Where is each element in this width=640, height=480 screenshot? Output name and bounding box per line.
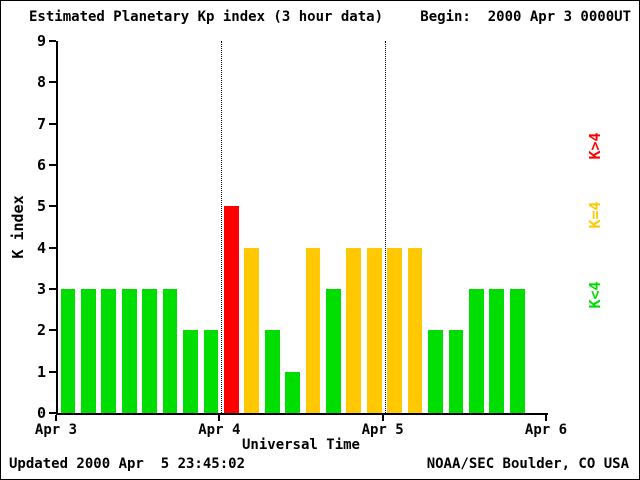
y-tick-label: 3 [36,280,46,298]
day-boundary-gridline [384,41,386,413]
kp-bar [346,247,362,413]
chart-title: Estimated Planetary Kp index (3 hour dat… [29,9,384,25]
y-tick-mark [49,122,56,125]
x-tick-label: Apr 6 [524,422,568,438]
plot-area [56,41,548,415]
kp-bar [366,247,382,413]
legend-k-lt-4: K<4 [586,281,604,309]
kp-bar [203,330,219,413]
x-tick-label: Apr 5 [361,422,404,438]
y-tick-mark [49,412,56,414]
y-tick-label: 0 [36,404,46,422]
kp-bar [468,289,484,413]
y-tick-mark [49,164,56,166]
kp-bar [285,371,300,413]
x-axis-label: Universal Time [241,437,360,453]
kp-bar [428,330,443,413]
y-tick-label: 5 [36,197,46,216]
kp-bar [60,289,76,413]
y-tick-label: 1 [36,362,46,381]
x-tick-label: Apr 4 [198,422,241,438]
y-tick-label: 6 [36,156,46,174]
x-tick-label: Apr 3 [34,422,78,438]
x-tick-mark [545,415,547,421]
credit-text: NOAA/SEC Boulder, CO USA [426,456,629,472]
y-tick-label: 8 [36,73,46,92]
kp-bar [326,289,341,413]
legend-k-gt-4: K>4 [586,132,604,160]
y-tick-mark [49,205,56,208]
kp-bar [162,289,178,413]
kp-bar [387,247,402,413]
y-tick-mark [49,288,56,290]
kp-bar [81,289,96,413]
kp-bar [264,330,280,413]
x-tick-mark [218,415,221,421]
legend-k-eq-4: K=4 [586,201,604,229]
kp-bar [183,330,198,413]
begin-timestamp: Begin: 2000 Apr 3 0000UT [420,9,631,25]
y-tick-label: 9 [36,32,46,50]
kp-bar [305,247,321,413]
kp-bar [142,289,157,413]
y-tick-mark [49,370,56,373]
y-tick-label: 7 [36,114,46,133]
day-boundary-gridline [221,41,223,413]
y-tick-mark [49,40,56,42]
x-tick-mark [55,415,57,421]
y-tick-label: 2 [36,321,46,340]
y-tick-mark [49,329,56,332]
kp-bar [407,247,423,413]
y-tick-mark [49,246,56,249]
kp-bar [223,206,239,413]
kp-bar [448,330,464,413]
y-tick-mark [49,81,56,84]
y-tick-label: 4 [36,238,46,257]
kp-bar [509,289,525,413]
kp-bar [101,289,117,413]
x-tick-mark [381,415,384,421]
kp-bar [244,247,260,413]
kp-bar [121,289,137,413]
kp-bar [489,289,505,413]
updated-timestamp: Updated 2000 Apr 5 23:45:02 [9,456,246,472]
